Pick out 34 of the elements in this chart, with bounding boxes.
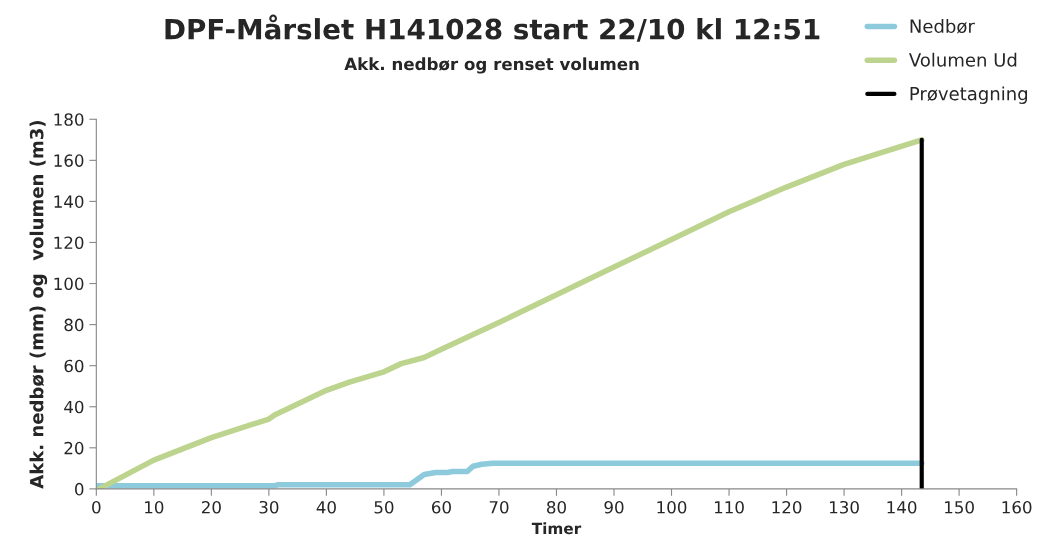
x-tick-label: 130 — [830, 500, 859, 514]
y-tick-label: 160 — [54, 154, 84, 167]
x-tick-label: 140 — [887, 500, 917, 514]
y-tick-label: 120 — [54, 236, 84, 250]
x-tick-label: 150 — [945, 500, 974, 514]
x-tick-label: 10 — [145, 500, 164, 514]
legend-label: Volumen Ud — [908, 52, 1017, 67]
chart-title: DPF-Mårslet H141028 start 22/10 kl 12:51 — [165, 14, 820, 42]
x-tick-label: 40 — [316, 500, 336, 514]
chart-subtitle: Akk. nedbør og renset volumen — [344, 57, 639, 74]
x-tick-label: 90 — [604, 500, 624, 514]
legend-label: Prøvetagning — [910, 86, 1028, 104]
x-tick-label: 20 — [201, 500, 221, 514]
x-tick-label: 70 — [489, 500, 509, 514]
y-tick-label: 180 — [54, 113, 84, 126]
y-axis-title: Akk. nedbør (mm) og volumen (m3) — [29, 120, 48, 489]
y-tick-label: 20 — [64, 441, 84, 455]
x-tick-label: 100 — [657, 500, 687, 514]
y-tick-label: 40 — [64, 400, 84, 414]
x-tick-label: 60 — [432, 500, 451, 514]
x-tick-label: 160 — [1002, 500, 1032, 514]
legend-label: Nedbør — [910, 19, 975, 34]
y-tick-label: 60 — [64, 359, 84, 373]
x-axis-title: Timer — [531, 522, 582, 535]
y-tick-label: 140 — [54, 195, 84, 208]
x-tick-label: 50 — [374, 500, 394, 514]
x-tick-label: 30 — [259, 500, 279, 514]
y-tick-label: 0 — [75, 482, 84, 496]
y-tick-label: 80 — [64, 318, 84, 332]
y-tick-label: 100 — [54, 277, 84, 291]
x-tick-label: 80 — [547, 500, 566, 514]
x-tick-label: 110 — [714, 500, 744, 514]
x-tick-label: 120 — [772, 500, 802, 514]
x-tick-label: 0 — [92, 500, 101, 514]
